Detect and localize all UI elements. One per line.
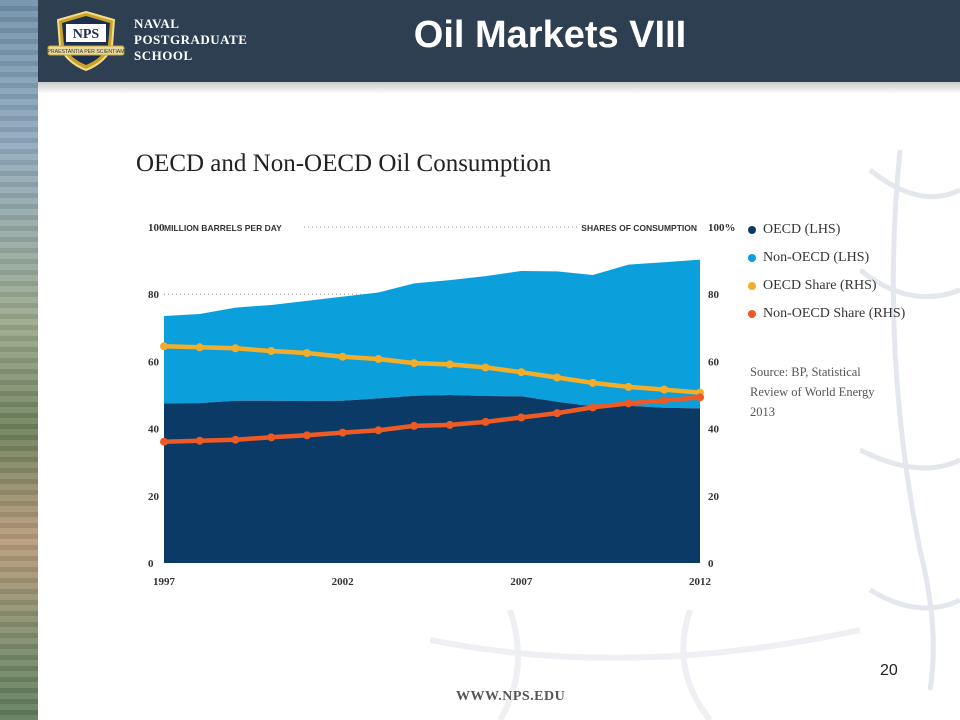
chart-legend: OECD (LHS) Non-OECD (LHS) OECD Share (RH… — [748, 216, 905, 328]
point-oecd-share — [517, 368, 526, 377]
legend-label: OECD Share (RHS) — [763, 278, 877, 293]
line-non-oecd-share — [163, 395, 701, 444]
oil-consumption-chart: 0 20 40 60 80 100 0 20 40 60 80 100% MILLION BARRELS… — [148, 222, 736, 588]
y-tick-label-left: 20 — [148, 491, 160, 503]
footer-url: WWW.NPS.EDU — [456, 689, 566, 704]
y-tick-label-right: 40 — [708, 424, 720, 436]
point-non-oecd-share — [338, 428, 347, 437]
legend-swatch-non-oecd — [748, 254, 756, 262]
point-non-oecd-share — [302, 431, 311, 440]
institution-name: NAVAL POSTGRADUATE SCHOOL — [134, 16, 247, 64]
point-oecd-share — [410, 359, 419, 368]
point-non-oecd-share — [195, 436, 204, 445]
header-shadow — [38, 82, 960, 94]
institution-line: POSTGRADUATE — [134, 32, 248, 47]
point-oecd-share — [160, 342, 168, 351]
svg-text:PRAESTANTIA PER SCIENTIAM: PRAESTANTIA PER SCIENTIAM — [47, 49, 124, 55]
globe-watermark-bottom — [430, 610, 860, 720]
point-non-oecd-share — [660, 396, 669, 405]
legend-swatch-non-oecd-share — [748, 310, 756, 318]
y-tick-label-right: 100% — [708, 222, 736, 234]
institution-line: NAVAL — [134, 16, 180, 31]
legend-item: Non-OECD (LHS) — [748, 244, 905, 272]
y-tick-label-left: 0 — [148, 558, 154, 570]
y-tick-label-right: 60 — [708, 356, 720, 368]
y-tick-label-left: 60 — [148, 356, 160, 368]
point-non-oecd-share — [517, 413, 526, 422]
area-oecd — [164, 395, 700, 563]
slide-title: Oil Markets VIII — [413, 14, 687, 56]
y-tick-label-left: 100 — [148, 222, 165, 234]
chart-source: Source: BP, Statistical Review of World … — [750, 365, 875, 419]
y-tick-label-right: 0 — [708, 558, 714, 570]
point-oecd-share — [481, 363, 490, 372]
institution-line: SCHOOL — [134, 48, 193, 63]
legend-item: Non-OECD Share (RHS) — [748, 300, 905, 328]
gridlines — [164, 226, 580, 295]
point-oecd-share — [267, 346, 276, 355]
nps-logo-icon: NPS PRAESTANTIA PER SCIENTIAM — [47, 10, 125, 72]
area-non-oecd — [164, 259, 700, 409]
point-non-oecd-share — [445, 420, 454, 429]
point-oecd-share — [445, 360, 454, 369]
point-oecd-share — [588, 378, 597, 387]
globe-watermark — [860, 150, 960, 690]
point-non-oecd-share — [410, 421, 419, 430]
axes: 0 20 40 60 80 100 0 20 40 60 80 100% MILLION BARRELS… — [148, 222, 736, 588]
point-non-oecd-share — [481, 417, 490, 426]
area-series — [164, 259, 700, 563]
point-non-oecd-share — [267, 433, 276, 442]
point-non-oecd-share — [374, 426, 383, 435]
point-oecd-share — [302, 349, 311, 357]
x-tick-label: 2007 — [510, 576, 533, 588]
page-number: 20 — [880, 662, 898, 679]
legend-swatch-oecd — [748, 226, 756, 234]
y-tick-label-right: 80 — [708, 289, 720, 301]
y-tick-label-right: 20 — [708, 491, 720, 503]
point-oecd-share — [374, 355, 383, 364]
point-non-oecd-share — [160, 437, 168, 446]
point-oecd-share — [624, 382, 633, 391]
line-oecd-share — [163, 344, 701, 395]
point-non-oecd-share — [553, 409, 562, 418]
legend-label: Non-OECD Share (RHS) — [763, 306, 906, 321]
legend-label: Non-OECD (LHS) — [763, 250, 870, 265]
x-tick-label: 2002 — [332, 576, 355, 588]
point-oecd-share — [553, 373, 562, 382]
y-axis-title-left: MILLION BARRELS PER DAY — [164, 223, 282, 233]
point-non-oecd-share — [588, 403, 597, 412]
legend-item: OECD Share (RHS) — [748, 272, 905, 300]
y-axis-title-right: SHARES OF CONSUMPTION — [581, 223, 697, 233]
legend-item: OECD (LHS) — [748, 216, 905, 244]
legend-label: OECD (LHS) — [763, 222, 841, 237]
slide-header — [38, 0, 960, 82]
x-tick-label: 2012 — [689, 576, 712, 588]
y-tick-label-left: 40 — [148, 424, 160, 436]
point-oecd-share — [231, 344, 240, 353]
y-tick-label-left: 80 — [148, 289, 160, 301]
point-oecd-share — [195, 343, 204, 352]
point-oecd-share — [338, 352, 347, 361]
point-non-oecd-share — [696, 393, 704, 402]
point-non-oecd-share — [231, 435, 240, 444]
line-series — [160, 342, 704, 446]
point-non-oecd-share — [624, 399, 633, 408]
chart-title: OECD and Non-OECD Oil Consumption — [136, 150, 552, 177]
legend-swatch-oecd-share — [748, 282, 756, 290]
background-photo-strip — [0, 0, 38, 720]
svg-text:NPS: NPS — [73, 27, 100, 42]
point-oecd-share — [660, 385, 669, 394]
x-tick-label: 1997 — [153, 576, 176, 588]
